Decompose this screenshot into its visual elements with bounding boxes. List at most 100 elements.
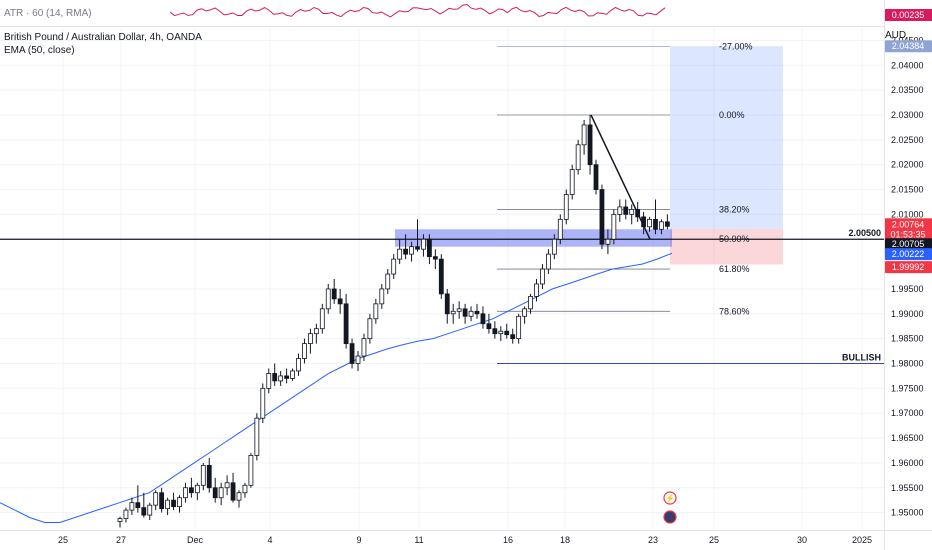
candle-body [290,370,295,379]
candle-body [123,509,129,519]
ema-series [0,252,673,523]
candle-body [331,288,337,300]
loss-zone [670,229,783,265]
fib-label: 61.80% [719,264,750,274]
candle-body [325,288,331,310]
chart-legend: British Pound / Australian Dollar, 4h, O… [4,31,202,57]
price-tick-label: 1.99000 [891,309,924,319]
candle-body [141,507,147,516]
lightning-icon-glyph: ⚡ [665,493,675,503]
candle-body [456,308,462,312]
price-tick-label: 1.99500 [891,284,924,294]
atr-line [169,3,666,18]
candle-body [426,238,432,258]
time-tick-label: 25 [709,535,719,545]
price-tick-label: 2.03500 [891,85,924,95]
atr-value-text: 0.00235 [892,10,925,20]
candle-body [623,206,629,215]
candle-body [504,330,510,336]
candle-body [534,283,539,297]
ema-legend[interactable]: EMA (50, close) [4,45,75,56]
candle-body [444,293,450,315]
candle-body [373,303,379,320]
price-tick-label: 1.97500 [891,383,924,393]
candle-body [551,238,557,255]
candle-body [617,206,623,215]
candle-body [355,355,361,364]
candle-body [230,482,236,501]
candle-body [147,504,153,516]
candle-body [242,484,248,494]
candle-body [510,334,516,340]
candle-body [171,499,176,508]
target-badge [885,40,932,53]
candle-body [557,218,563,240]
candle-body [129,502,135,511]
candle-body [599,189,605,245]
candle-body [581,124,587,146]
candle-body [248,455,254,486]
candle-body [296,358,301,372]
candle-body [307,333,313,345]
ema-badge [885,248,932,261]
candle-body [421,238,426,250]
candle-body [528,295,533,310]
candle-body [367,318,373,340]
time-tick-label: 23 [648,535,658,545]
profit-zone [670,46,783,230]
candle-body [177,497,182,508]
candle-body [379,288,385,305]
atr-indicator-label: ATR · 60 (14, RMA) [4,8,92,19]
candle-body [468,310,474,317]
lightning-icon [663,491,677,505]
atr-series [169,3,666,18]
candle-body [153,492,159,506]
candle-body [266,373,272,389]
time-tick-label: 2025 [852,535,872,545]
price-tick-label: 2.02000 [891,160,924,170]
candle-body [403,248,409,255]
candle-body [337,298,343,305]
candle-body [647,218,652,228]
stop-badge [885,261,932,274]
us-flag-icon [663,510,677,524]
fib-label: -27.00% [719,41,753,51]
price-tick-label: 1.98000 [891,358,924,368]
stop-badge-text: 1.99992 [892,262,925,272]
candle-body [605,238,611,245]
time-tick-label: 27 [116,535,126,545]
price-tick-label: 1.97000 [891,408,924,418]
candle-body [302,343,307,359]
candle-body [653,218,658,230]
time-tick-label: 16 [503,535,513,545]
candle-body [260,387,266,419]
candle-body [313,328,319,335]
candle-body [349,343,355,364]
price-tick-label: 2.03000 [891,110,924,120]
candle-body [117,518,123,522]
candle-body [284,375,290,379]
time-tick-label: Dec [187,535,204,545]
candle-body [438,258,444,295]
candle-body [540,268,545,285]
candle-body [212,487,218,499]
time-tick-label: 18 [560,535,570,545]
candle-body [587,124,593,166]
candle-body [575,144,581,171]
candle-body [188,487,194,494]
price-tick-label: 2.02500 [891,135,924,145]
level-badge [885,238,932,251]
symbol-title[interactable]: British Pound / Australian Dollar, 4h, O… [4,32,202,43]
candles [117,114,670,528]
candle-body [385,273,391,290]
candle-body [272,373,278,382]
price-tick-label: 1.96500 [891,433,924,443]
candle-body [278,375,284,382]
price-tick-label: 1.96000 [891,458,924,468]
atr-value-badge [885,9,932,21]
candle-body [165,499,171,510]
target-badge-text: 2.04384 [892,41,925,51]
